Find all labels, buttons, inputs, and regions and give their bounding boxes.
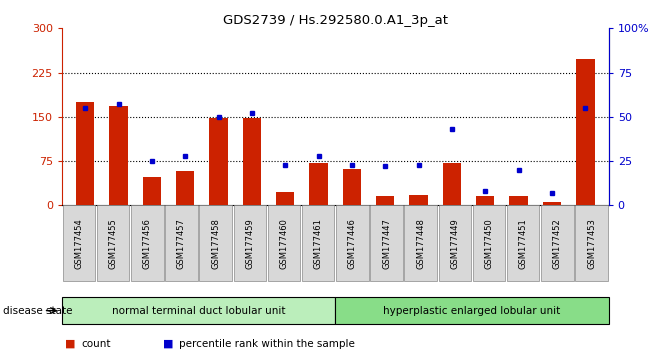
Bar — [476, 196, 495, 205]
Text: GSM177453: GSM177453 — [587, 218, 596, 269]
Bar — [343, 169, 361, 205]
Bar — [576, 59, 594, 205]
Text: percentile rank within the sample: percentile rank within the sample — [179, 339, 355, 349]
Bar — [510, 196, 528, 205]
Text: GSM177449: GSM177449 — [450, 218, 460, 269]
Bar — [443, 163, 461, 205]
Text: disease state: disease state — [3, 306, 73, 316]
Text: count: count — [81, 339, 111, 349]
Text: ■: ■ — [163, 339, 173, 349]
Text: hyperplastic enlarged lobular unit: hyperplastic enlarged lobular unit — [383, 306, 561, 316]
Bar — [109, 106, 128, 205]
Bar — [409, 195, 428, 205]
Text: GSM177448: GSM177448 — [416, 218, 425, 269]
Bar — [176, 171, 195, 205]
Text: normal terminal duct lobular unit: normal terminal duct lobular unit — [112, 306, 285, 316]
Bar — [376, 196, 395, 205]
Text: GSM177447: GSM177447 — [382, 218, 391, 269]
Text: GSM177457: GSM177457 — [177, 218, 186, 269]
Text: GSM177458: GSM177458 — [211, 218, 220, 269]
Bar — [143, 177, 161, 205]
Text: GSM177450: GSM177450 — [484, 218, 493, 269]
Bar — [243, 118, 261, 205]
Bar — [276, 192, 294, 205]
Bar — [309, 163, 327, 205]
Text: GSM177460: GSM177460 — [279, 218, 288, 269]
Text: GSM177446: GSM177446 — [348, 218, 357, 269]
Title: GDS2739 / Hs.292580.0.A1_3p_at: GDS2739 / Hs.292580.0.A1_3p_at — [223, 14, 448, 27]
Bar — [543, 202, 561, 205]
Text: GSM177452: GSM177452 — [553, 218, 562, 269]
Text: GSM177451: GSM177451 — [519, 218, 528, 269]
Text: GSM177456: GSM177456 — [143, 218, 152, 269]
Text: GSM177461: GSM177461 — [314, 218, 323, 269]
Bar — [210, 118, 228, 205]
Text: GSM177455: GSM177455 — [109, 218, 118, 269]
Text: GSM177454: GSM177454 — [74, 218, 83, 269]
Bar — [76, 102, 94, 205]
Text: GSM177459: GSM177459 — [245, 218, 255, 269]
Text: ■: ■ — [65, 339, 76, 349]
